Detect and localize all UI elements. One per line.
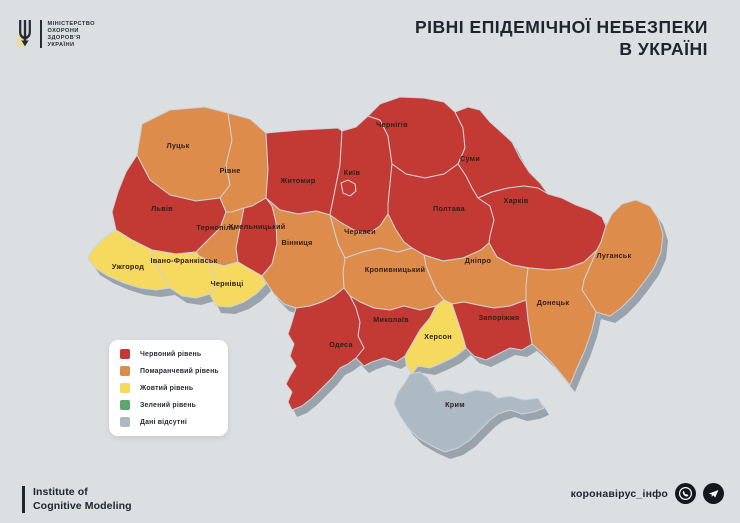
- region-label-sumy: Суми: [460, 154, 480, 163]
- channel-credit: коронавірус_інфо: [571, 483, 724, 504]
- trident-icon: [17, 20, 32, 47]
- region-label-kharkiv: Харків: [503, 196, 528, 205]
- region-label-volyn: Луцьк: [166, 141, 189, 150]
- legend-item-green: Зелений рівень: [120, 397, 228, 414]
- ministry-line: ОХОРОНИ: [47, 27, 79, 34]
- region-kyiv-city: [340, 179, 357, 197]
- channel-name: коронавірус_інфо: [570, 487, 668, 500]
- region-label-donetsk: Донецьк: [537, 298, 570, 307]
- region-label-ivano-frankivsk: Івано-Франківськ: [150, 256, 217, 265]
- ministry-logo: МІНІСТЕРСТВО ОХОРОНИ ЗДОРОВ’Я УКРАЇНИ: [17, 20, 95, 49]
- region-label-crimea: Крим: [445, 400, 465, 409]
- region-label-zakarpattia: Ужгород: [112, 262, 144, 271]
- region-label-ternopil: Тернопіль: [196, 223, 236, 232]
- legend-label-yellow: Жовтий рівень: [140, 384, 194, 392]
- legend-item-red: Червоний рівень: [120, 346, 228, 363]
- region-label-chernihiv: Чернігів: [376, 120, 408, 129]
- legend-item-yellow: Жовтий рівень: [120, 380, 228, 397]
- legend-swatch-yellow: [120, 383, 130, 394]
- region-label-odesa: Одеса: [329, 340, 353, 349]
- region-label-poltava: Полтава: [433, 204, 466, 213]
- region-label-lviv: Львів: [151, 204, 173, 213]
- legend-label-green: Зелений рівень: [140, 401, 197, 409]
- region-label-zaporizhzhia: Запоріжжя: [479, 313, 520, 322]
- region-label-khmelnytskyi: Хмельницький: [229, 222, 286, 231]
- institute-line-2: Cognitive Modeling: [33, 499, 132, 512]
- region-kherson: [404, 299, 467, 375]
- legend-swatch-nodata: [120, 417, 130, 427]
- region-label-kropyvnytskyi: Кропивницький: [365, 265, 426, 274]
- region-chernivtsi: [209, 261, 267, 308]
- region-label-vinnytsia: Вінниця: [281, 238, 312, 247]
- title-line-1: РІВНІ ЕПІДЕМІЧНОЇ НЕБЕЗПЕКИ: [415, 17, 708, 37]
- region-crimea: [393, 371, 545, 453]
- institute-credit: Institute of Cognitive Modeling: [22, 486, 132, 513]
- ministry-name: МІНІСТЕРСТВО ОХОРОНИ ЗДОРОВ’Я УКРАЇНИ: [48, 20, 95, 49]
- legend-label-orange: Помаранчевий рівень: [140, 367, 219, 375]
- legend-label-red: Червоний рівень: [140, 350, 202, 358]
- institute-line-1: Institute of: [33, 486, 88, 498]
- legend-swatch-green: [120, 400, 130, 411]
- region-zhytomyr: [265, 127, 343, 216]
- region-label-luhansk: Луганськ: [597, 251, 632, 260]
- institute-name: Institute of Cognitive Modeling: [33, 486, 132, 513]
- region-label-kyiv: Київ: [344, 168, 361, 177]
- viber-icon: [675, 483, 696, 504]
- legend-swatch-red: [120, 349, 130, 360]
- legend: Червоний рівень Помаранчевий рівень Жовтий…: [109, 340, 228, 436]
- ministry-line: УКРАЇНИ: [47, 41, 75, 48]
- legend-item-nodata: Дані відсутні: [120, 414, 228, 431]
- ministry-line: ЗДОРОВ’Я: [47, 34, 81, 41]
- ministry-line: МІНІСТЕРСТВО: [47, 21, 95, 27]
- region-label-rivne: Рівне: [219, 166, 240, 175]
- telegram-icon: [703, 483, 724, 504]
- region-label-cherkasy: Черкаси: [344, 227, 376, 236]
- region-label-mykolaiv: Миколаїв: [373, 315, 409, 324]
- credit-divider: [22, 486, 25, 513]
- logo-yellow-accent: [17, 35, 25, 47]
- title-line-2: В УКРАЇНІ: [619, 38, 708, 59]
- region-label-zhytomyr: Житомир: [279, 176, 315, 185]
- region-label-dnipro: Дніпро: [465, 256, 492, 265]
- region-label-kherson: Херсон: [424, 332, 452, 341]
- legend-swatch-orange: [120, 366, 130, 377]
- region-odesa: [285, 287, 365, 411]
- logo-divider: [40, 20, 42, 48]
- map-regions: [87, 96, 664, 453]
- region-label-chernivtsi: Чернівці: [210, 279, 243, 288]
- legend-label-nodata: Дані відсутні: [140, 418, 187, 426]
- page-title: РІВНІ ЕПІДЕМІЧНОЇ НЕБЕЗПЕКИ В УКРАЇНІ: [415, 17, 708, 60]
- legend-item-orange: Помаранчевий рівень: [120, 363, 228, 380]
